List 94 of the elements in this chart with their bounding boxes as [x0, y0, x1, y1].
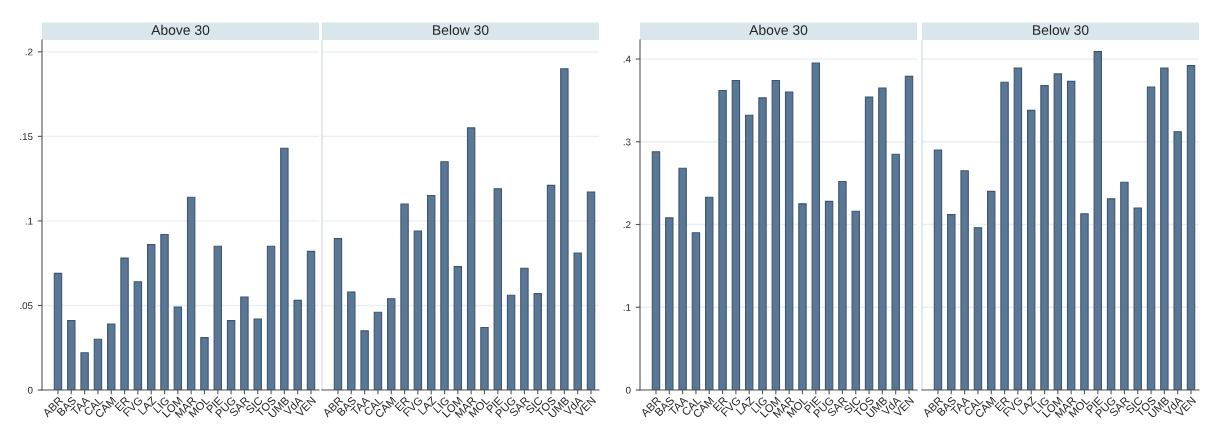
bar: [960, 170, 969, 390]
bar: [651, 151, 661, 390]
bar: [1040, 84, 1049, 390]
bar: [586, 191, 596, 390]
bar: [731, 79, 741, 390]
bar: [306, 250, 316, 390]
y-tick-label: .05: [20, 302, 33, 310]
bar: [744, 114, 754, 390]
bar: [213, 245, 223, 390]
bar: [93, 338, 103, 390]
bar: [360, 330, 369, 390]
y-tick-label: .4: [623, 55, 631, 63]
bar: [373, 311, 383, 390]
bar: [678, 167, 687, 390]
bar: [466, 127, 476, 390]
bar: [1186, 65, 1196, 390]
bar: [333, 238, 343, 390]
bar: [146, 244, 156, 390]
bar: [280, 147, 289, 390]
chart-title: Below 30: [433, 24, 489, 35]
bar: [665, 217, 674, 390]
bar: [160, 233, 169, 390]
bar: [1133, 207, 1142, 390]
bar: [560, 68, 569, 390]
chart-title: Above 30: [749, 24, 808, 35]
bar: [133, 281, 143, 390]
bar: [878, 87, 887, 390]
bar: [705, 196, 714, 390]
bar: [1026, 109, 1036, 390]
bar: [387, 298, 396, 390]
bar: [987, 190, 996, 390]
bar: [1013, 67, 1023, 390]
bar: [480, 326, 489, 390]
bar: [864, 96, 874, 390]
bar: [426, 195, 436, 390]
bar: [1173, 131, 1182, 390]
bar: [798, 203, 807, 390]
bar: [973, 227, 983, 390]
bar: [838, 180, 847, 390]
bar: [53, 272, 63, 390]
bar: [891, 153, 900, 390]
bar: [347, 291, 356, 390]
bar: [493, 188, 503, 390]
bar: [1080, 213, 1089, 390]
bar: [293, 299, 302, 390]
bar: [200, 337, 209, 390]
bar: [784, 91, 794, 390]
bar: [546, 184, 556, 390]
bar: [440, 161, 449, 390]
chart-title: Above 30: [151, 24, 210, 35]
bar: [771, 79, 781, 390]
y-tick-label: 0: [625, 386, 631, 394]
y-tick-label: .15: [20, 133, 33, 140]
bar: [851, 210, 860, 390]
bar: [266, 245, 276, 390]
bar: [811, 62, 821, 390]
y-tick-label: .2: [25, 48, 33, 56]
bar: [691, 232, 701, 390]
bar: [253, 318, 262, 390]
bar: [453, 266, 463, 390]
bar: [947, 214, 956, 390]
bar: [1053, 73, 1063, 390]
bar: [240, 296, 249, 390]
bar: [120, 257, 129, 390]
bar: [1120, 181, 1129, 390]
bar: [1106, 198, 1116, 390]
bar: [573, 252, 582, 390]
bar: [758, 97, 767, 390]
y-tick-label: .1: [25, 217, 33, 225]
bar: [1066, 80, 1076, 390]
bar: [67, 320, 76, 390]
chart-title: Below 30: [1033, 24, 1089, 35]
bar: [904, 75, 914, 390]
bar: [933, 149, 943, 390]
bar: [824, 200, 834, 390]
y-tick-label: .1: [623, 304, 631, 311]
bar: [1160, 67, 1169, 390]
bar: [1000, 81, 1009, 390]
bar: [80, 352, 89, 390]
bar: [413, 230, 423, 390]
y-tick-label: .3: [623, 138, 631, 146]
bar: [520, 267, 529, 390]
bar: [718, 89, 727, 390]
bar: [506, 294, 516, 390]
y-tick-label: 0: [27, 386, 33, 394]
bar: [400, 203, 409, 390]
bar: [107, 323, 116, 390]
bar: [186, 196, 196, 390]
bar: [1146, 86, 1156, 390]
bar: [173, 306, 183, 390]
bar: [226, 320, 236, 390]
bar: [1093, 51, 1103, 390]
bar: [533, 293, 542, 390]
y-tick-label: .2: [623, 221, 631, 229]
